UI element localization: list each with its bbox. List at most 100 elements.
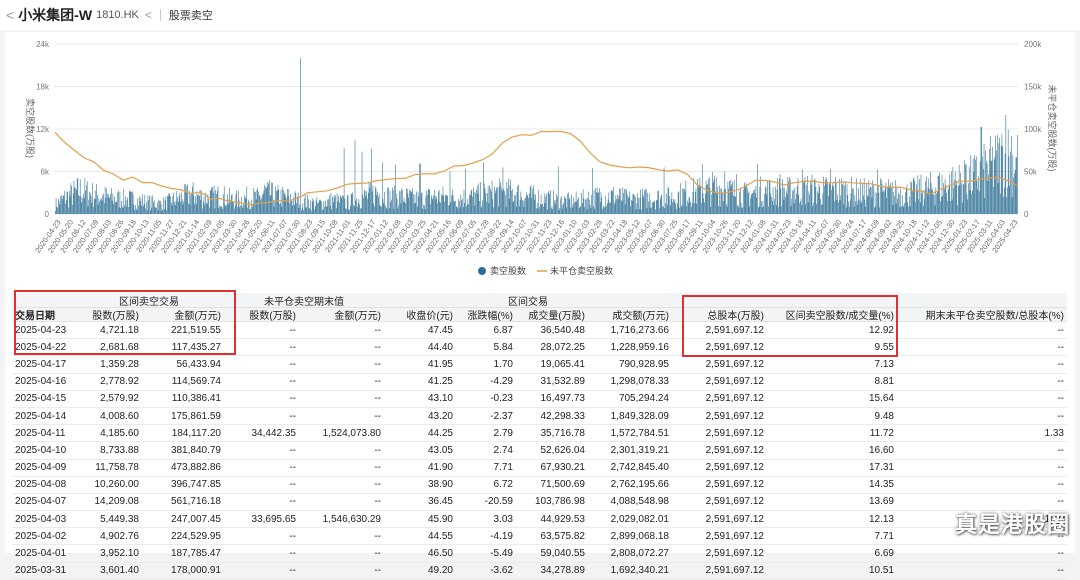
col-header[interactable]: 涨跌幅(%) xyxy=(467,311,513,322)
bar xyxy=(937,175,939,215)
bar xyxy=(648,201,649,214)
table-cell: -- xyxy=(374,393,381,405)
bar xyxy=(550,190,551,214)
bar xyxy=(729,181,730,214)
table-row[interactable]: 2025-04-17 1,359.28 56,433.94 -- -- 41.95 1.70… xyxy=(12,356,1067,374)
bar xyxy=(330,193,332,214)
table-row[interactable]: 2025-04-23 4,721.18 221,519.55 -- -- 47.45 6.8… xyxy=(12,322,1067,340)
chevron-left-icon[interactable]: < xyxy=(144,8,152,22)
bar xyxy=(958,186,959,214)
bar xyxy=(511,190,512,214)
right-tick-label: 200k xyxy=(1024,40,1042,49)
bar xyxy=(304,198,305,214)
col-header[interactable]: 期末未平仓卖空股数/总股本(%) xyxy=(925,311,1064,322)
table-row[interactable]: 2025-04-07 14,209.08 561,716.18 -- -- 36.45 -2… xyxy=(12,494,1067,512)
bar xyxy=(97,195,98,214)
bar xyxy=(1010,136,1012,214)
bar xyxy=(149,210,151,214)
table-cell: 2,591,697.12 xyxy=(705,565,764,577)
bar xyxy=(904,203,905,214)
bar xyxy=(147,195,149,214)
bar xyxy=(195,204,197,214)
bar xyxy=(381,162,383,214)
col-header[interactable]: 股数(万股) xyxy=(249,311,296,322)
table-cell: 45.90 xyxy=(427,513,453,525)
bar xyxy=(540,194,542,214)
bar xyxy=(715,177,717,214)
bar xyxy=(613,186,614,214)
bar xyxy=(455,200,456,214)
back-icon[interactable]: < xyxy=(6,7,15,23)
bar xyxy=(563,202,564,214)
table-row[interactable]: 2025-04-01 3,952.10 187,785.47 -- -- 46.50 -5.… xyxy=(12,545,1067,563)
bar xyxy=(860,203,862,214)
bar xyxy=(797,178,799,214)
table-row[interactable]: 2025-04-15 2,579.92 110,386.41 -- -- 43.10 -0.… xyxy=(12,391,1067,408)
bar xyxy=(101,200,103,214)
table-row[interactable]: 2025-04-02 4,902.76 224,529.95 -- -- 44.55 -4.… xyxy=(12,528,1067,546)
table-row[interactable]: 2025-04-22 2,681.68 117,435.27 -- -- 44.40 5.8… xyxy=(12,339,1067,357)
bar xyxy=(593,189,595,214)
bar xyxy=(909,196,910,214)
bar xyxy=(586,209,588,214)
table-cell: 43.05 xyxy=(427,444,453,456)
table-row[interactable]: 2025-04-11 4,185.60 184,117.20 34,442.35 1,5… xyxy=(12,425,1067,443)
bar xyxy=(114,201,116,214)
bar xyxy=(701,163,703,214)
bar xyxy=(426,191,427,214)
table-row[interactable]: 2025-04-09 11,758.78 473,882.86 -- -- 41.90 7.… xyxy=(12,460,1067,477)
table-cell: 4,902.76 xyxy=(100,530,139,542)
bar xyxy=(264,184,265,214)
col-header[interactable]: 成交量(万股) xyxy=(528,311,585,322)
col-header[interactable]: 总股本(万股) xyxy=(707,311,764,322)
col-header[interactable]: 金额(万元) xyxy=(334,311,381,322)
table-row[interactable]: 2025-04-08 10,260.00 396,747.85 -- -- 38.90 6.… xyxy=(12,477,1067,494)
bar xyxy=(297,192,299,214)
bar xyxy=(509,185,511,214)
bar xyxy=(710,206,712,214)
bar xyxy=(308,207,310,214)
table-row[interactable]: 2025-04-03 5,449.38 247,007.45 33,695.65 1,5… xyxy=(12,511,1067,529)
col-header[interactable]: 收盘价(元) xyxy=(406,311,453,322)
col-header[interactable]: 区间卖空股数/成交量(%) xyxy=(785,311,894,322)
bar xyxy=(730,186,732,214)
bar xyxy=(90,193,91,214)
bar xyxy=(616,198,617,214)
bar xyxy=(694,191,696,214)
table-row[interactable]: 2025-04-10 8,733.88 381,840.79 -- -- 43.05 2.7… xyxy=(12,442,1067,460)
bar xyxy=(726,206,728,214)
bar xyxy=(786,191,787,214)
bar xyxy=(404,202,406,214)
table-row[interactable]: 2025-03-31 3,601.40 178,000.91 -- -- 49.20 -3.… xyxy=(12,563,1067,580)
bar xyxy=(624,204,626,214)
table-row[interactable]: 2025-04-14 4,008.60 175,861.59 -- -- 43.20 -2.… xyxy=(12,408,1067,426)
bar xyxy=(125,196,126,214)
col-header[interactable]: 金额(万元) xyxy=(174,311,221,322)
table-row[interactable]: 2025-04-16 2,778.92 114,569.74 -- -- 41.25 -4.… xyxy=(12,374,1067,391)
bar xyxy=(856,204,858,214)
bar xyxy=(58,201,60,214)
bar xyxy=(174,202,175,214)
bar xyxy=(975,156,977,214)
bar xyxy=(82,197,83,214)
bar xyxy=(653,202,655,214)
bar xyxy=(715,191,716,214)
bar xyxy=(652,202,653,214)
bar xyxy=(329,205,331,214)
bar xyxy=(943,183,944,214)
bar xyxy=(108,197,110,214)
bar xyxy=(399,191,401,214)
table-cell: 473,882.86 xyxy=(170,462,221,474)
col-header[interactable]: 成交额(万元) xyxy=(612,311,669,322)
bar xyxy=(309,208,311,214)
bar xyxy=(684,188,685,214)
col-header[interactable]: 股数(万股) xyxy=(92,311,139,322)
bar xyxy=(776,189,778,214)
col-header-date[interactable]: 交易日期 xyxy=(15,311,55,322)
table-cell: 705,294.24 xyxy=(618,393,669,405)
bar xyxy=(508,178,509,214)
bar xyxy=(171,202,172,214)
bar xyxy=(518,206,520,214)
bar xyxy=(527,195,529,214)
bar xyxy=(352,192,353,214)
